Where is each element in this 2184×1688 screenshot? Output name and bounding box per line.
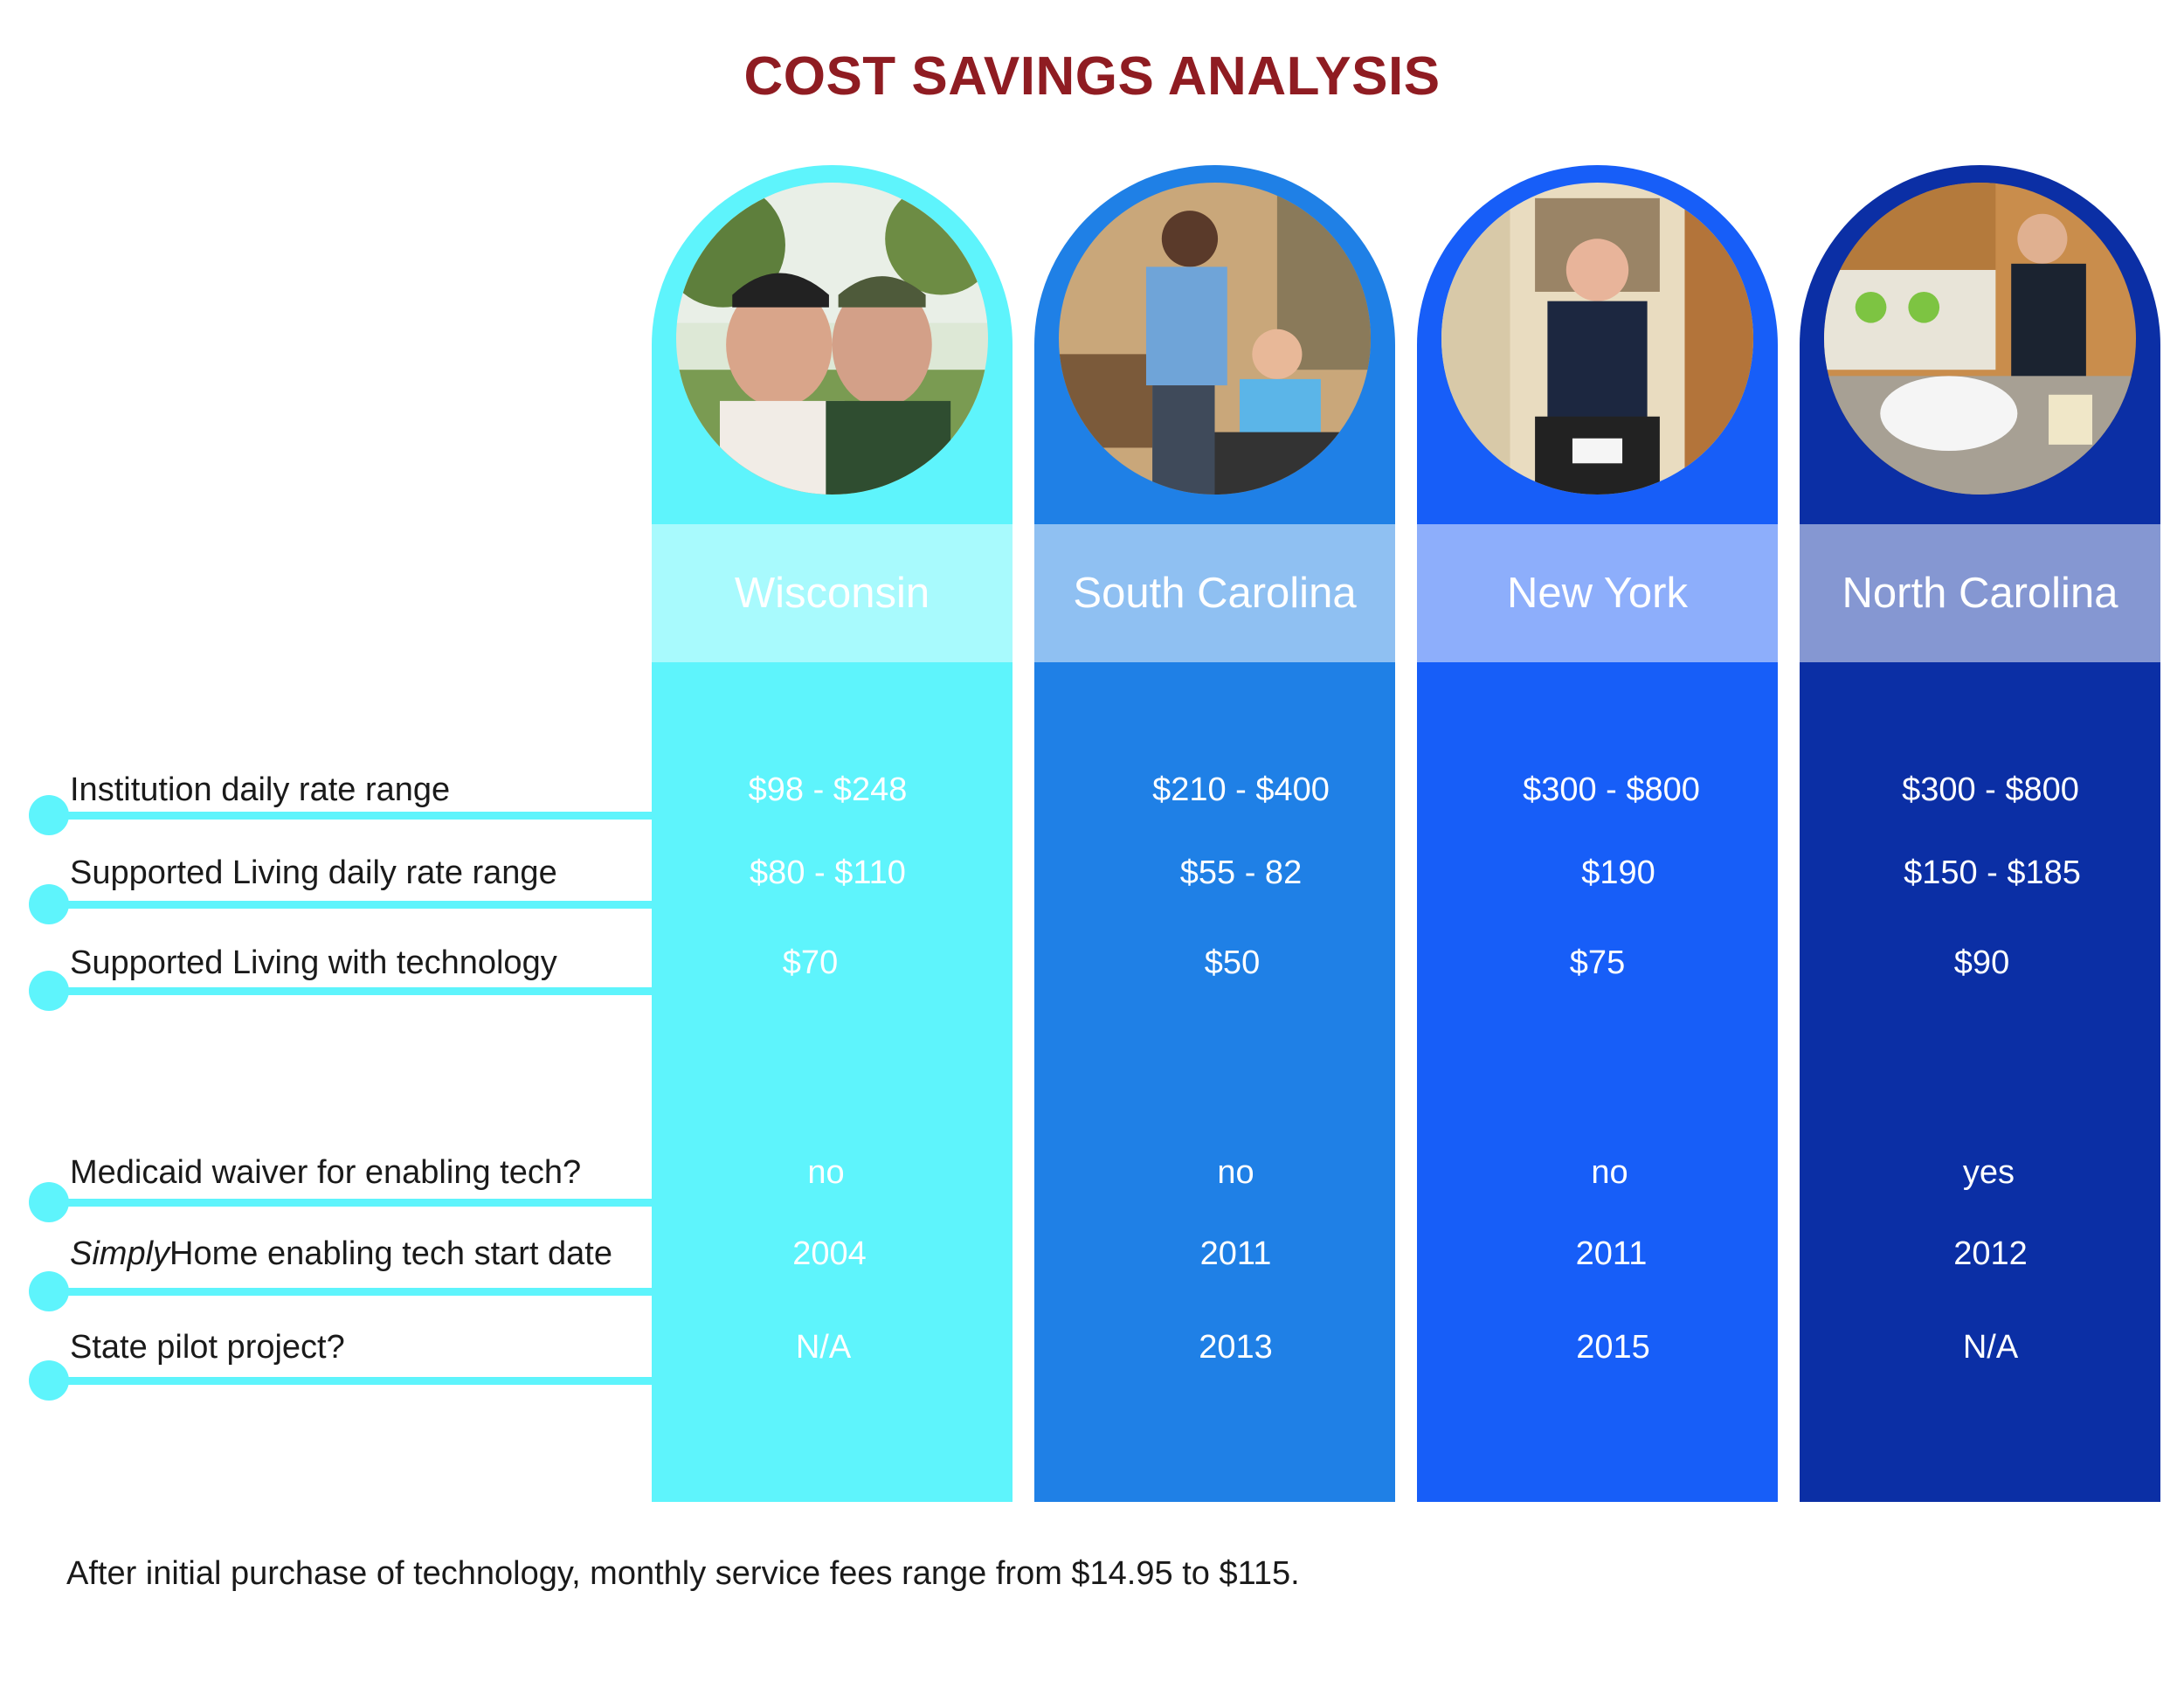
- value-cell: 2004: [792, 1235, 867, 1272]
- state-name: New York: [1506, 570, 1688, 617]
- state-column: North Carolina $300 - $800 $150 - $185 $90 y…: [1800, 165, 2160, 1502]
- value-cell: 2013: [1199, 1329, 1273, 1366]
- row-label: Medicaid waiver for enabling tech?: [70, 1154, 581, 1192]
- row-label-italic: Simply: [70, 1235, 170, 1272]
- value-cell: $210 - $400: [1152, 771, 1330, 808]
- connector-dot: [29, 795, 69, 835]
- state-header-band: Wisconsin: [652, 524, 1013, 662]
- state-header-band: South Carolina: [1034, 524, 1395, 662]
- state-header-band: North Carolina: [1800, 524, 2160, 662]
- row-label-text: Institution daily rate range: [70, 771, 451, 808]
- value-cell: yes: [1962, 1154, 2015, 1191]
- value-cell: 2012: [1953, 1235, 2028, 1272]
- state-photo: [1059, 183, 1371, 495]
- state-name: Wisconsin: [734, 570, 930, 617]
- state-photo: [1824, 183, 2136, 495]
- row-label-text: State pilot project?: [70, 1329, 345, 1366]
- connector-line: [49, 1377, 652, 1385]
- value-cell: $80 - $110: [750, 854, 906, 891]
- value-cell: no: [807, 1154, 845, 1191]
- value-cell: $70: [782, 944, 839, 981]
- value-cell: N/A: [1962, 1329, 2019, 1366]
- value-cell: $300 - $800: [1902, 771, 2079, 808]
- value-cell: $90: [1953, 944, 2010, 981]
- row-label-text: Home enabling tech start date: [169, 1235, 613, 1272]
- connector-line: [49, 987, 652, 995]
- state-column: New York $300 - $800 $190 $75 no 2011 2015: [1417, 165, 1778, 1502]
- row-label: Supported Living daily rate range: [70, 854, 557, 892]
- value-cell: no: [1217, 1154, 1254, 1191]
- connector-dot: [29, 1182, 69, 1222]
- value-cell: 2015: [1576, 1329, 1650, 1366]
- row-label: Supported Living with technology: [70, 944, 557, 982]
- row-label: State pilot project?: [70, 1329, 345, 1366]
- row-label-text: Supported Living daily rate range: [70, 854, 557, 891]
- value-cell: $50: [1204, 944, 1261, 981]
- value-cell: $98 - $248: [748, 771, 908, 808]
- footnote: After initial purchase of technology, mo…: [66, 1555, 1300, 1592]
- state-column: Wisconsin $98 - $248 $80 - $110 $70 no 2004 N/…: [652, 165, 1013, 1502]
- value-cell: $300 - $800: [1523, 771, 1700, 808]
- value-cell: $75: [1569, 944, 1626, 981]
- connector-dot: [29, 1360, 69, 1401]
- value-cell: 2011: [1575, 1235, 1648, 1272]
- value-cell: no: [1591, 1154, 1628, 1191]
- row-label: Institution daily rate range: [70, 771, 450, 809]
- state-photo: [676, 183, 988, 495]
- value-cell: $150 - $185: [1904, 854, 2081, 891]
- state-name: North Carolina: [1842, 570, 2118, 617]
- page-title: COST SAVINGS ANALYSIS: [743, 46, 1441, 107]
- connector-line: [49, 901, 652, 909]
- state-photo: [1441, 183, 1753, 495]
- value-cell: $190: [1581, 854, 1655, 891]
- row-label-text: Supported Living with technology: [70, 944, 557, 981]
- connector-dot: [29, 971, 69, 1011]
- value-cell: $55 - 82: [1179, 854, 1303, 891]
- connector-dot: [29, 884, 69, 924]
- value-cell: 2011: [1199, 1235, 1272, 1272]
- row-label: SimplyHome enabling tech start date: [70, 1235, 612, 1273]
- connector-line: [49, 812, 652, 820]
- state-header-band: New York: [1417, 524, 1778, 662]
- connector-dot: [29, 1271, 69, 1311]
- connector-line: [49, 1199, 652, 1207]
- row-label-text: Medicaid waiver for enabling tech?: [70, 1154, 582, 1191]
- connector-line: [49, 1288, 652, 1296]
- value-cell: N/A: [795, 1329, 852, 1366]
- state-column: South Carolina $210 - $400 $55 - 82 $50 no 20…: [1034, 165, 1395, 1502]
- state-name: South Carolina: [1073, 570, 1357, 617]
